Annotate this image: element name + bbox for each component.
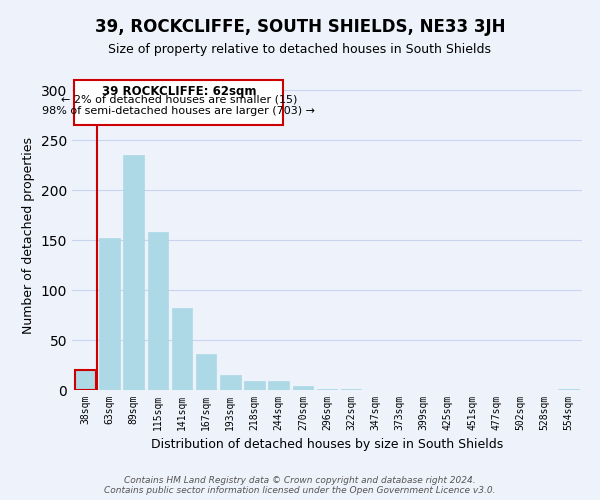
Bar — [317, 389, 337, 390]
Bar — [148, 232, 168, 390]
Bar — [244, 381, 265, 390]
Text: 39, ROCKCLIFFE, SOUTH SHIELDS, NE33 3JH: 39, ROCKCLIFFE, SOUTH SHIELDS, NE33 3JH — [95, 18, 505, 36]
Bar — [196, 354, 217, 390]
Text: Size of property relative to detached houses in South Shields: Size of property relative to detached ho… — [109, 42, 491, 56]
Text: Contains HM Land Registry data © Crown copyright and database right 2024.
Contai: Contains HM Land Registry data © Crown c… — [104, 476, 496, 495]
Bar — [124, 155, 144, 390]
Bar — [293, 386, 313, 390]
Text: 39 ROCKCLIFFE: 62sqm: 39 ROCKCLIFFE: 62sqm — [102, 85, 256, 98]
X-axis label: Distribution of detached houses by size in South Shields: Distribution of detached houses by size … — [151, 438, 503, 452]
Bar — [559, 389, 579, 390]
Bar — [268, 381, 289, 390]
Bar — [172, 308, 192, 390]
Bar — [220, 375, 241, 390]
Y-axis label: Number of detached properties: Number of detached properties — [22, 136, 35, 334]
Text: 98% of semi-detached houses are larger (703) →: 98% of semi-detached houses are larger (… — [43, 106, 316, 116]
Text: ← 2% of detached houses are smaller (15): ← 2% of detached houses are smaller (15) — [61, 95, 297, 105]
Bar — [341, 389, 361, 390]
Bar — [75, 370, 95, 390]
FancyBboxPatch shape — [74, 80, 283, 125]
Bar — [99, 238, 120, 390]
